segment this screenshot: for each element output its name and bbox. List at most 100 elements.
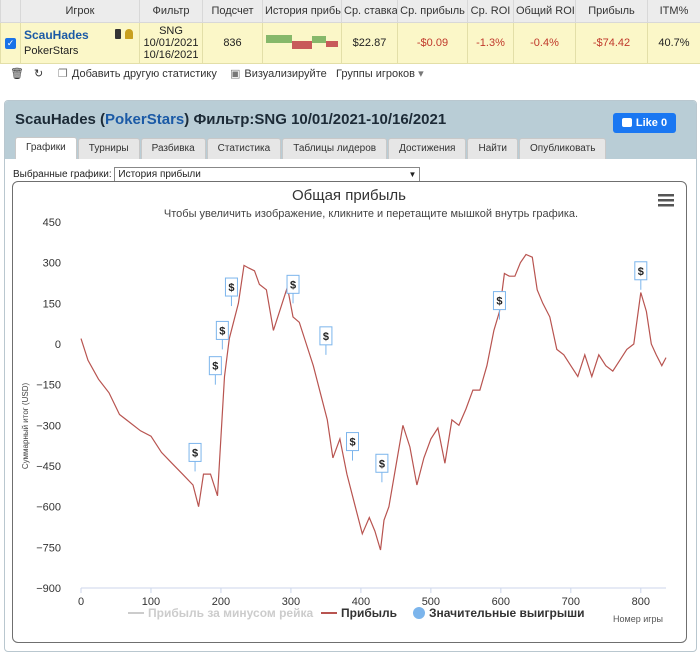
profit-cell: -$74.42 bbox=[575, 22, 648, 64]
chart-legend: Прибыль за минусом рейка Прибыль Значитель… bbox=[128, 606, 585, 620]
big-win-marker[interactable]: $ bbox=[215, 320, 229, 350]
filter-type: SNG bbox=[159, 25, 183, 37]
y-tick-label: −150 bbox=[36, 380, 61, 392]
y-tick-label: 450 bbox=[43, 217, 61, 229]
y-tick-label: −600 bbox=[36, 502, 61, 514]
menu-icon-bar-3 bbox=[658, 204, 674, 207]
trash-icon[interactable]: 🗑 bbox=[10, 68, 24, 80]
tab-breakdown[interactable]: Разбивка bbox=[140, 138, 206, 159]
x-tick-label: 700 bbox=[562, 596, 580, 608]
header-filter[interactable]: Фильтр bbox=[139, 0, 203, 23]
profit-sparkline[interactable] bbox=[266, 33, 338, 53]
big-win-marker[interactable]: $ bbox=[319, 326, 333, 355]
y-tick-label: −900 bbox=[36, 583, 61, 595]
player-name-link[interactable]: ScauHades bbox=[24, 27, 89, 42]
x-tick-label: 200 bbox=[212, 596, 230, 608]
menu-icon[interactable] bbox=[658, 194, 674, 207]
x-tick-label: 0 bbox=[78, 596, 84, 608]
panel-header: ScauHades (PokerStars) Фильтр:SNG 10/01/… bbox=[5, 101, 696, 159]
tab-find[interactable]: Найти bbox=[467, 138, 519, 159]
tab-achievements[interactable]: Достижения bbox=[388, 138, 467, 159]
chart-select-row: Выбранные графики: История прибыли ▼ bbox=[13, 167, 421, 182]
avg-profit-cell: -$0.09 bbox=[397, 22, 468, 64]
tracker-icon[interactable] bbox=[115, 29, 121, 39]
player-groups-dropdown[interactable]: Группы игроков ▾ bbox=[336, 67, 428, 80]
big-win-marker[interactable]: $ bbox=[224, 277, 238, 307]
big-win-marker[interactable]: $ bbox=[188, 442, 202, 472]
big-win-marker[interactable]: $ bbox=[286, 274, 300, 304]
filter-date-from: 10/01/2021 bbox=[143, 37, 199, 49]
big-win-marker[interactable]: $ bbox=[346, 432, 360, 461]
row-checkbox-cell[interactable]: ✓ bbox=[0, 22, 21, 64]
legend-label: Прибыль bbox=[341, 606, 397, 620]
big-win-marker[interactable]: $ bbox=[492, 291, 506, 320]
add-stats-button[interactable]: ❐ Добавить другую статистику bbox=[58, 67, 217, 80]
panel-site-link[interactable]: PokerStars bbox=[105, 111, 185, 128]
refresh-icon[interactable]: ↻ bbox=[34, 68, 44, 80]
player-cell: ScauHades PokerStars bbox=[20, 22, 140, 64]
tab-tournaments[interactable]: Турниры bbox=[77, 138, 140, 159]
legend-item-profit[interactable]: Прибыль bbox=[321, 606, 397, 620]
panel-tabs: Графики Турниры Разбивка Статистика Таблицы … bbox=[15, 137, 607, 159]
sparkline-green-2 bbox=[312, 36, 326, 43]
header-total-roi[interactable]: Общий ROI bbox=[513, 0, 576, 23]
sparkline-red-2 bbox=[326, 41, 338, 47]
series-line-profit[interactable] bbox=[80, 253, 667, 551]
header-count[interactable]: Подсчет bbox=[202, 0, 263, 23]
player-groups-label: Группы игроков bbox=[336, 68, 415, 80]
trophy-icon[interactable] bbox=[125, 29, 133, 39]
header-profit[interactable]: Прибыль bbox=[575, 0, 648, 23]
header-avg-stake[interactable]: Ср. ставка bbox=[341, 0, 398, 23]
chart-container[interactable]: Общая прибыль Чтобы увеличить изображени… bbox=[12, 181, 687, 643]
big-win-marker-label: $ bbox=[228, 282, 234, 294]
big-win-marker-label: $ bbox=[496, 296, 502, 308]
header-avg-roi[interactable]: Ср. ROI bbox=[467, 0, 514, 23]
sparkline-cell[interactable] bbox=[262, 22, 342, 64]
big-win-marker-label: $ bbox=[323, 331, 329, 343]
itm-cell: 40.7% bbox=[647, 22, 700, 64]
y-tick-label: 0 bbox=[55, 339, 61, 351]
tab-publish[interactable]: Опубликовать bbox=[519, 138, 607, 159]
player-panel: ScauHades (PokerStars) Фильтр:SNG 10/01/… bbox=[4, 100, 697, 652]
big-win-marker-box bbox=[215, 320, 229, 340]
big-win-marker-label: $ bbox=[638, 266, 644, 278]
header-itm[interactable]: ITM% bbox=[647, 0, 700, 23]
sparkline-green bbox=[266, 35, 292, 43]
facebook-like-button[interactable]: Like 0 bbox=[613, 113, 676, 133]
tab-statistics[interactable]: Статистика bbox=[206, 138, 282, 159]
stats-toolbar: 🗑 ↻ ❐ Добавить другую статистику ▣ Визуали… bbox=[0, 64, 700, 84]
legend-label: Значительные выигрыши bbox=[429, 606, 585, 620]
copy-icon: ❐ bbox=[58, 68, 68, 80]
avg-stake-cell: $22.87 bbox=[341, 22, 398, 64]
big-win-marker-label: $ bbox=[219, 325, 225, 337]
menu-icon-bar-1 bbox=[658, 194, 674, 197]
profit-chart[interactable]: Общая прибыль Чтобы увеличить изображени… bbox=[13, 182, 686, 642]
big-win-marker-box bbox=[188, 442, 202, 462]
stats-table: Игрок Фильтр Подсчет История прибыли Ср.… bbox=[0, 0, 700, 64]
big-win-marker[interactable]: $ bbox=[634, 261, 648, 290]
like-label: Like bbox=[635, 117, 658, 129]
legend-dot-symbol bbox=[413, 607, 425, 619]
filter-cell: SNG 10/01/2021 10/16/2021 bbox=[139, 22, 203, 64]
x-axis: 0 100 200 300 400 500 600 700 800 bbox=[78, 587, 666, 608]
legend-item-profit-minus-rake[interactable]: Прибыль за минусом рейка bbox=[128, 606, 313, 620]
header-player[interactable]: Игрок bbox=[20, 0, 140, 23]
header-avg-profit[interactable]: Ср. прибыль bbox=[397, 0, 468, 23]
visualize-button[interactable]: ▣ Визуализируйте bbox=[230, 67, 327, 80]
tab-leaderboards[interactable]: Таблицы лидеров bbox=[282, 138, 388, 159]
y-axis: 450 300 150 0 −150 −300 −450 −600 −750 −900 bbox=[36, 217, 61, 595]
stats-header-row: Игрок Фильтр Подсчет История прибыли Ср.… bbox=[0, 0, 700, 23]
y-axis-label: Суммарный итог (USD) bbox=[21, 383, 30, 470]
panel-title: ScauHades (PokerStars) Фильтр:SNG 10/01/… bbox=[15, 111, 447, 128]
legend-label: Прибыль за минусом рейка bbox=[148, 606, 313, 620]
chart-select-value: История прибыли bbox=[118, 169, 201, 180]
tab-charts[interactable]: Графики bbox=[15, 137, 77, 159]
big-win-marker[interactable]: $ bbox=[208, 356, 222, 385]
y-tick-label: 300 bbox=[43, 258, 61, 270]
header-profit-history[interactable]: История прибыли bbox=[262, 0, 342, 23]
legend-item-big-wins[interactable]: Значительные выигрыши bbox=[413, 606, 585, 620]
chart-select[interactable]: История прибыли ▼ bbox=[114, 167, 421, 182]
big-win-marker[interactable]: $ bbox=[375, 453, 389, 483]
row-checkbox[interactable]: ✓ bbox=[5, 37, 16, 49]
big-win-marker-label: $ bbox=[290, 279, 296, 291]
